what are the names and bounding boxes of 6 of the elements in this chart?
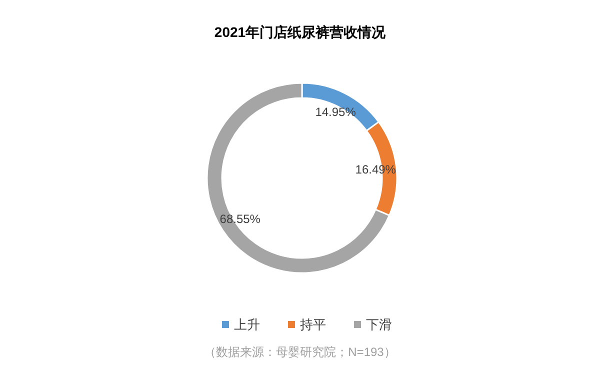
text: （数据来源：母婴研究院；N=193） xyxy=(204,345,396,359)
chart-title: 2021年门店纸尿裤营收情况 xyxy=(214,24,387,40)
legend-label: 下滑 xyxy=(366,317,392,332)
data-label: 68.55% xyxy=(220,212,261,226)
legend-label: 上升 xyxy=(234,317,260,332)
legend-label: 持平 xyxy=(300,317,326,332)
